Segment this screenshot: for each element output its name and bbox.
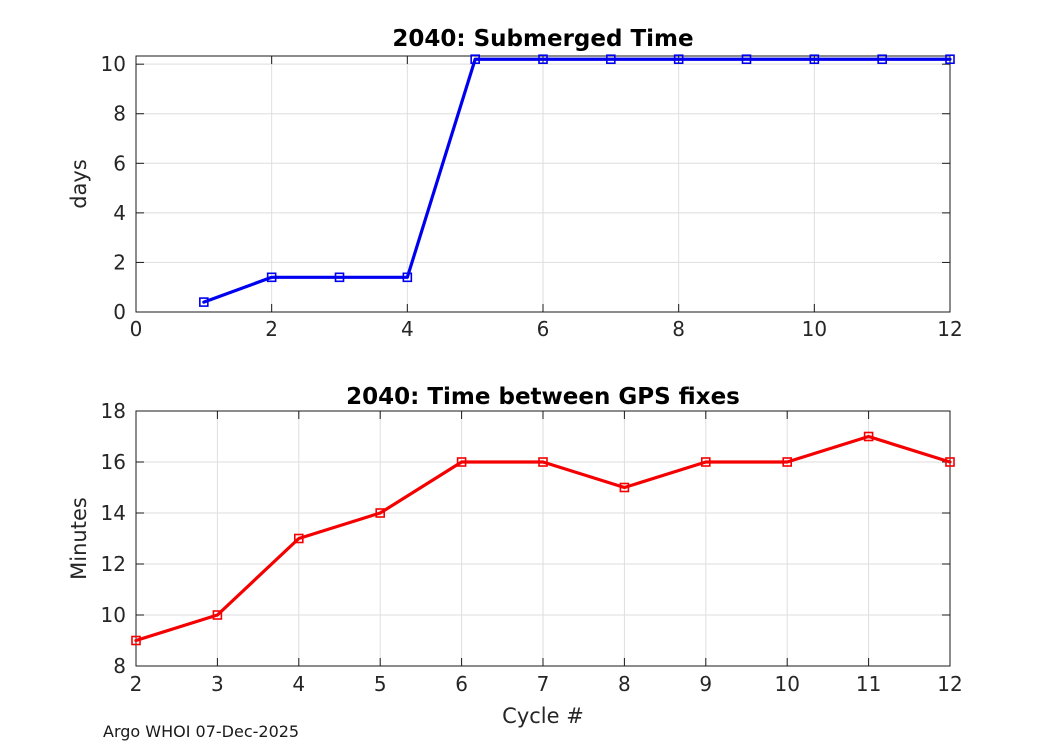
y-tick-label: 8 [113,102,126,126]
data-point-marker [470,54,480,65]
x-tick-label: 6 [455,672,468,696]
y-axis-label: Minutes [67,497,91,580]
x-tick-label: 2 [265,317,278,341]
data-point-marker [131,635,141,646]
x-tick-label: 10 [774,672,799,696]
x-tick-label: 5 [374,672,387,696]
y-tick-label: 10 [101,52,126,76]
x-tick-label: 9 [699,672,712,696]
data-point-marker [700,457,711,467]
data-point-marker [619,482,630,493]
chart-title: 2040: Submerged Time [392,26,693,52]
data-line-submerged-time-days [202,57,952,304]
x-tick-label: 4 [292,672,305,696]
y-tick-label: 16 [101,450,126,474]
data-line-gps-fix-interval-minutes [134,434,952,643]
x-tick-label: 10 [802,317,827,341]
data-point-marker [945,457,955,467]
x-tick-label: 11 [856,672,881,696]
data-point-marker [402,272,413,283]
data-point-marker [809,54,820,65]
x-tick-label: 0 [130,317,143,341]
data-point-marker [538,457,548,467]
x-tick-label: 6 [537,317,550,341]
data-point-marker [606,54,616,65]
data-point-marker [945,54,955,65]
x-tick-label: 12 [937,672,962,696]
x-tick-label: 8 [618,672,631,696]
data-point-marker [673,54,684,65]
x-tick-label: 8 [672,317,685,341]
footer-watermark: Argo WHOI 07-Dec-2025 [103,722,299,741]
bottom-chart: 2 3 4 5 6 7 8 9 10 11 12 8 10 12 14 16 18 2040: Time betw… [67,384,963,728]
data-point-marker [212,610,223,620]
x-tick-label: 2 [130,672,143,696]
x-axis-label: Cycle # [502,704,584,728]
data-point-marker [782,457,793,467]
y-tick-label: 6 [113,151,126,175]
x-tick-label: 12 [937,317,962,341]
y-tick-label: 0 [113,300,126,324]
y-tick-label: 10 [101,603,126,627]
y-tick-label: 4 [113,201,126,225]
data-point-marker [266,272,277,283]
data-point-marker [863,431,874,442]
data-point-marker [293,533,304,544]
data-point-marker [877,54,887,65]
data-point-marker [199,297,209,307]
data-point-marker [741,54,752,65]
y-tick-label: 2 [113,250,126,274]
x-tick-label: 4 [401,317,414,341]
y-tick-label: 14 [101,501,126,525]
data-point-marker [456,457,467,467]
y-tick-label: 18 [101,399,126,423]
y-tick-label: 12 [101,552,126,576]
x-tick-label: 3 [211,672,224,696]
data-point-marker [375,508,386,518]
chart-title: 2040: Time between GPS fixes [346,384,740,410]
x-tick-label: 7 [537,672,550,696]
data-point-marker [334,272,345,283]
data-point-marker [538,54,548,65]
top-chart: 0 2 4 6 8 10 12 0 2 4 6 8 10 2040: Submerged Time days [67,26,963,341]
y-axis-label: days [67,159,91,209]
y-tick-label: 8 [113,654,126,678]
